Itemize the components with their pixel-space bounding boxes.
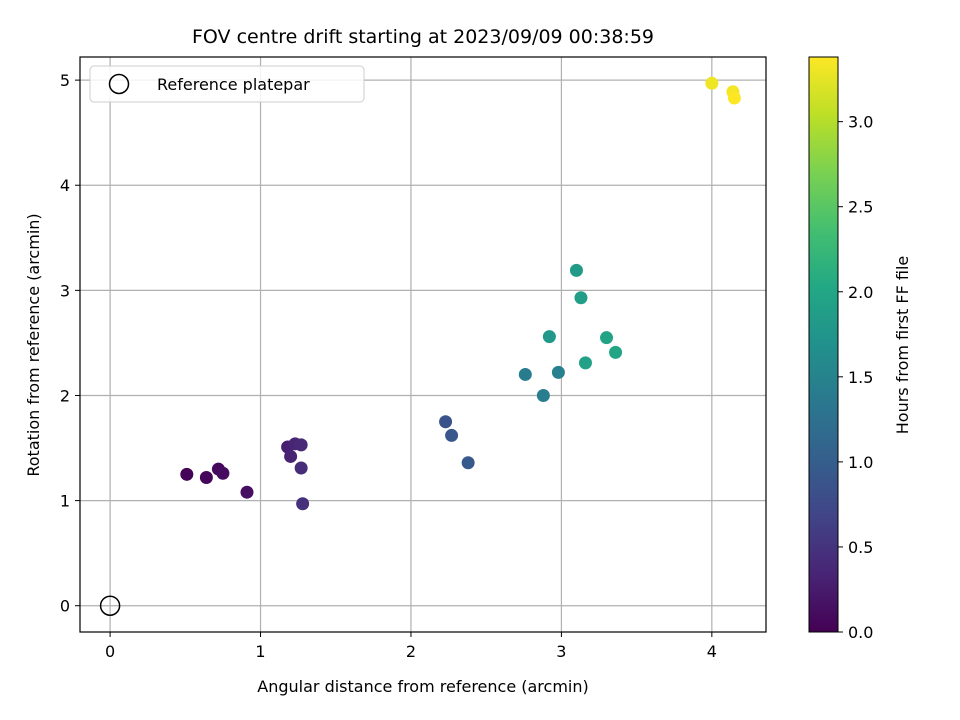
y-tick-label: 3 (60, 281, 70, 300)
y-tick-label: 1 (60, 492, 70, 511)
x-axis-label: Angular distance from reference (arcmin) (257, 677, 588, 696)
data-point (542, 330, 556, 344)
colorbar-tick-label: 1.5 (848, 368, 873, 387)
colorbar-tick-label: 2.5 (848, 198, 873, 217)
plot-area: 0 1 2 3 4 0 1 2 3 4 5 (60, 56, 767, 661)
colorbar: 0.0 0.5 1.0 1.5 2.0 2.5 3.0 Hours from first F… (808, 56, 912, 642)
y-axis-ticks: 0 1 2 3 4 5 (60, 71, 80, 616)
x-tick-label: 0 (105, 642, 115, 661)
x-tick-label: 2 (406, 642, 416, 661)
colorbar-frame (808, 56, 839, 633)
legend-box (89, 65, 365, 103)
data-point (727, 91, 741, 105)
colorbar-ticks: 0.0 0.5 1.0 1.5 2.0 2.5 3.0 (838, 113, 873, 642)
data-point (518, 367, 532, 381)
data-point (705, 76, 719, 90)
x-axis-ticks: 0 1 2 3 4 (105, 632, 717, 661)
data-point (294, 461, 308, 475)
y-tick-label: 2 (60, 386, 70, 405)
colorbar-tick-label: 1.0 (848, 453, 873, 472)
data-point (574, 291, 588, 305)
legend: Reference platepar (89, 65, 365, 103)
y-tick-label: 5 (60, 71, 70, 90)
x-tick-label: 1 (255, 642, 265, 661)
legend-hollow-circle-marker (108, 73, 130, 95)
data-point (294, 438, 308, 452)
reference-marker-group (99, 595, 121, 616)
legend-label-reference: Reference platepar (157, 75, 310, 94)
data-point (284, 449, 298, 463)
y-tick-label: 0 (60, 597, 70, 616)
x-tick-label: 3 (556, 642, 566, 661)
y-tick-label: 4 (60, 176, 70, 195)
x-tick-label: 4 (707, 642, 717, 661)
data-point (439, 415, 453, 429)
data-point (199, 470, 213, 484)
chart-title: FOV centre drift starting at 2023/09/09 … (192, 26, 654, 48)
data-point (600, 331, 614, 345)
data-point (461, 456, 475, 470)
data-point (240, 485, 254, 499)
data-points (180, 76, 741, 511)
y-axis-label: Rotation from reference (arcmin) (24, 213, 43, 476)
data-point (216, 466, 230, 480)
data-point (551, 365, 565, 379)
data-point (445, 428, 459, 442)
data-point (569, 263, 583, 277)
data-point (609, 345, 623, 359)
data-point (180, 467, 194, 481)
plot-frame (79, 56, 767, 633)
reference-platepar-marker (99, 595, 121, 616)
plot-background (80, 57, 766, 632)
colorbar-tick-label: 3.0 (848, 113, 873, 132)
data-point (536, 388, 550, 402)
colorbar-gradient (809, 57, 838, 632)
colorbar-label: Hours from first FF file (893, 256, 912, 435)
colorbar-tick-label: 2.0 (848, 283, 873, 302)
colorbar-tick-label: 0.0 (848, 623, 873, 642)
data-point (296, 497, 310, 511)
data-point (578, 356, 592, 370)
colorbar-tick-label: 0.5 (848, 538, 873, 557)
